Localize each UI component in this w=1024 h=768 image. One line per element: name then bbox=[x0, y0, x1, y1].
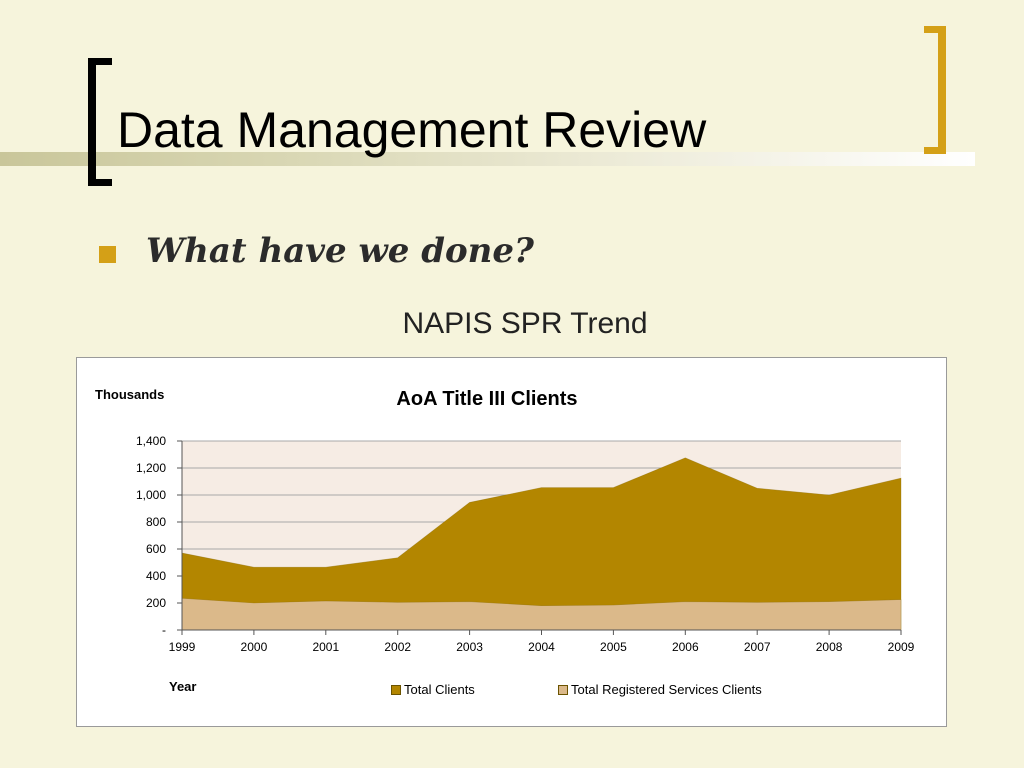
y-tick-label: - bbox=[162, 623, 166, 637]
slide-title: Data Management Review bbox=[117, 102, 707, 158]
bullet-square-icon bbox=[99, 246, 116, 263]
legend-swatch-registered-clients bbox=[558, 684, 568, 695]
y-tick-label: 1,200 bbox=[136, 461, 166, 475]
legend-item-total-clients: Total Clients bbox=[391, 682, 475, 697]
x-tick-label: 1999 bbox=[169, 640, 196, 654]
x-axis-label: Year bbox=[169, 679, 197, 694]
left-bracket-decoration bbox=[88, 58, 112, 186]
x-tick-label: 2005 bbox=[600, 640, 627, 654]
legend-label-registered-clients: Total Registered Services Clients bbox=[571, 682, 762, 697]
area-total-clients bbox=[181, 457, 902, 631]
y-tick-label: 1,400 bbox=[136, 434, 166, 448]
x-tick-label: 2003 bbox=[456, 640, 483, 654]
title-underline-band bbox=[0, 152, 975, 166]
chart-container: - 200 400 600 800 1,000 1,200 1,400 1999 2000 2001… bbox=[76, 357, 947, 727]
x-tick-label: 2008 bbox=[816, 640, 843, 654]
x-tick-label: 2006 bbox=[672, 640, 699, 654]
legend-item-registered-clients: Total Registered Services Clients bbox=[558, 682, 762, 697]
bullet-text: What have we done? bbox=[146, 231, 534, 271]
y-tick-label: 1,000 bbox=[136, 488, 166, 502]
x-tick-label: 2000 bbox=[241, 640, 268, 654]
chart-caption: NAPIS SPR Trend bbox=[402, 307, 648, 340]
area-chart: - 200 400 600 800 1,000 1,200 1,400 1999 2000 2001… bbox=[136, 434, 915, 654]
y-tick-label: 600 bbox=[146, 542, 166, 556]
legend-label-total-clients: Total Clients bbox=[404, 682, 475, 697]
y-tick-label: 800 bbox=[146, 515, 166, 529]
y-tick-label: 400 bbox=[146, 569, 166, 583]
x-tick-label: 2002 bbox=[384, 640, 411, 654]
x-tick-label: 2009 bbox=[888, 640, 915, 654]
chart-title: AoA Title III Clients bbox=[396, 388, 578, 410]
legend-swatch-total-clients bbox=[391, 684, 401, 695]
units-label: Thousands bbox=[95, 387, 165, 402]
x-tick-label: 2007 bbox=[744, 640, 771, 654]
x-tick-label: 2004 bbox=[528, 640, 555, 654]
area-registered-clients bbox=[181, 597, 902, 631]
y-tick-label: 200 bbox=[146, 596, 166, 610]
right-bracket-decoration bbox=[924, 26, 946, 154]
x-tick-label: 2001 bbox=[312, 640, 339, 654]
